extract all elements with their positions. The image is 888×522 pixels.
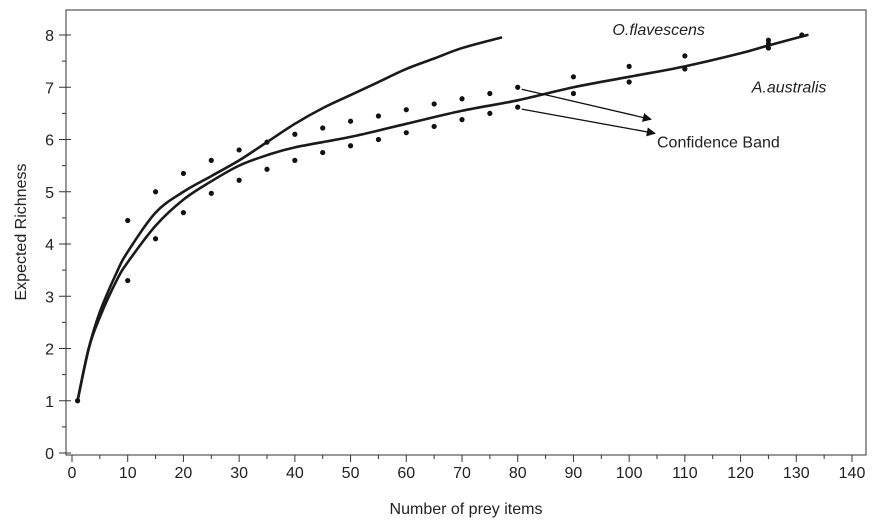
- confidence-band-arrow: [521, 108, 656, 137]
- annotation-label: A.australis: [751, 79, 827, 96]
- confidence-band-point: [626, 63, 632, 69]
- x-axis-title: Number of prey items: [390, 501, 543, 518]
- axis-tick-labels: 0 10 20 30 40 50 60 70 80 90 100 110 120 130 140 0 1 2 3 4 5…: [45, 28, 865, 482]
- confidence-band-point: [682, 66, 688, 72]
- confidence-band-point: [799, 32, 805, 38]
- confidence-band-point: [431, 101, 437, 107]
- confidence-band-point: [236, 177, 242, 183]
- confidence-band-point: [375, 136, 382, 143]
- confidence-band-point: [765, 37, 772, 43]
- annotation-label: O.flavescens: [612, 22, 704, 39]
- confidence-band-point: [125, 277, 131, 284]
- annotation-label: Confidence Band: [657, 134, 780, 151]
- confidence-band-point: [347, 118, 354, 124]
- confidence-band-point: [515, 104, 521, 110]
- confidence-band-point: [292, 131, 298, 137]
- confidence-band-point: [347, 143, 354, 149]
- x-tick-label: 100: [616, 465, 643, 482]
- series-curve-1: [76, 36, 503, 403]
- y-tick-label: 7: [45, 80, 54, 97]
- annotation-arrows: [521, 88, 656, 137]
- y-tick-label: 0: [45, 446, 54, 463]
- annotations: O.flavescens A.australis Confidence Band: [612, 22, 826, 151]
- confidence-band-point: [570, 74, 577, 80]
- x-tick-label: 10: [119, 465, 137, 482]
- y-tick-label: 3: [45, 289, 54, 306]
- confidence-band-point: [264, 166, 270, 172]
- confidence-band-point: [208, 190, 214, 196]
- x-tick-label: 0: [68, 465, 77, 482]
- y-tick-label: 4: [45, 237, 54, 254]
- y-tick-label: 6: [45, 133, 54, 150]
- x-tick-label: 70: [453, 465, 471, 482]
- x-tick-label: 40: [286, 465, 304, 482]
- confidence-band-point: [180, 170, 187, 177]
- x-tick-label: 60: [397, 465, 415, 482]
- confidence-band-point: [74, 398, 81, 404]
- confidence-band-point: [515, 84, 521, 90]
- x-tick-label: 80: [509, 465, 527, 482]
- series-curve-2: [76, 33, 809, 403]
- confidence-band-point: [180, 210, 187, 216]
- confidence-band-point: [152, 189, 159, 195]
- confidence-band-point: [236, 147, 242, 153]
- confidence-band-point: [264, 139, 270, 145]
- x-tick-label: 30: [230, 465, 248, 482]
- confidence-band-arrow: [521, 88, 652, 122]
- x-tick-label: 50: [342, 465, 360, 482]
- x-tick-label: 120: [727, 465, 754, 482]
- confidence-band-point: [152, 236, 159, 242]
- confidence-band-point: [431, 123, 437, 130]
- y-tick-label: 8: [45, 28, 54, 45]
- y-tick-label: 2: [45, 342, 54, 359]
- x-tick-label: 90: [565, 465, 583, 482]
- x-tick-label: 130: [783, 465, 810, 482]
- confidence-band-point: [459, 96, 465, 102]
- confidence-band-point: [682, 53, 688, 59]
- confidence-band-point: [487, 110, 493, 116]
- confidence-band-point: [403, 130, 409, 136]
- y-tick-label: 1: [45, 394, 54, 411]
- axis-ticks: [59, 34, 853, 462]
- confidence-band-point: [292, 157, 298, 163]
- plot-frame: [65, 9, 867, 456]
- confidence-band-point: [487, 90, 493, 97]
- confidence-band-point: [125, 217, 131, 224]
- confidence-band-point: [320, 149, 326, 156]
- y-tick-label: 5: [45, 185, 54, 202]
- series-points: [74, 32, 805, 404]
- series-curves: [76, 33, 809, 403]
- confidence-band-point: [208, 157, 214, 163]
- confidence-band-point: [765, 45, 772, 51]
- x-tick-label: 20: [175, 465, 193, 482]
- x-tick-label: 140: [839, 465, 866, 482]
- confidence-band-point: [459, 117, 465, 123]
- y-axis-title: Expected Richness: [13, 164, 30, 301]
- confidence-band-point: [765, 41, 772, 47]
- confidence-band-point: [403, 107, 409, 113]
- x-tick-label: 110: [672, 465, 698, 482]
- confidence-band-point: [570, 90, 577, 97]
- confidence-band-point: [626, 79, 632, 85]
- confidence-band-point: [320, 125, 326, 131]
- confidence-band-point: [375, 113, 382, 119]
